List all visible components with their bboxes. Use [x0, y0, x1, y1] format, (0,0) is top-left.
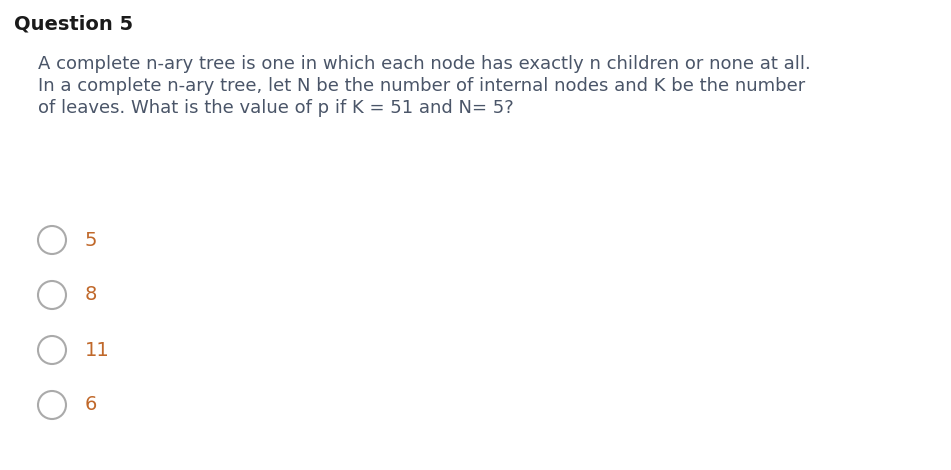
Text: 11: 11 [85, 340, 109, 360]
Text: 8: 8 [85, 285, 97, 305]
Text: In a complete n-ary tree, let N be the number of internal nodes and K be the num: In a complete n-ary tree, let N be the n… [38, 77, 805, 95]
Text: Question 5: Question 5 [14, 15, 133, 34]
Text: A complete n-ary tree is one in which each node has exactly n children or none a: A complete n-ary tree is one in which ea… [38, 55, 811, 73]
Text: of leaves. What is the value of p if K = 51 and N= 5?: of leaves. What is the value of p if K =… [38, 99, 514, 117]
Text: 5: 5 [85, 230, 98, 250]
Text: 6: 6 [85, 395, 97, 415]
